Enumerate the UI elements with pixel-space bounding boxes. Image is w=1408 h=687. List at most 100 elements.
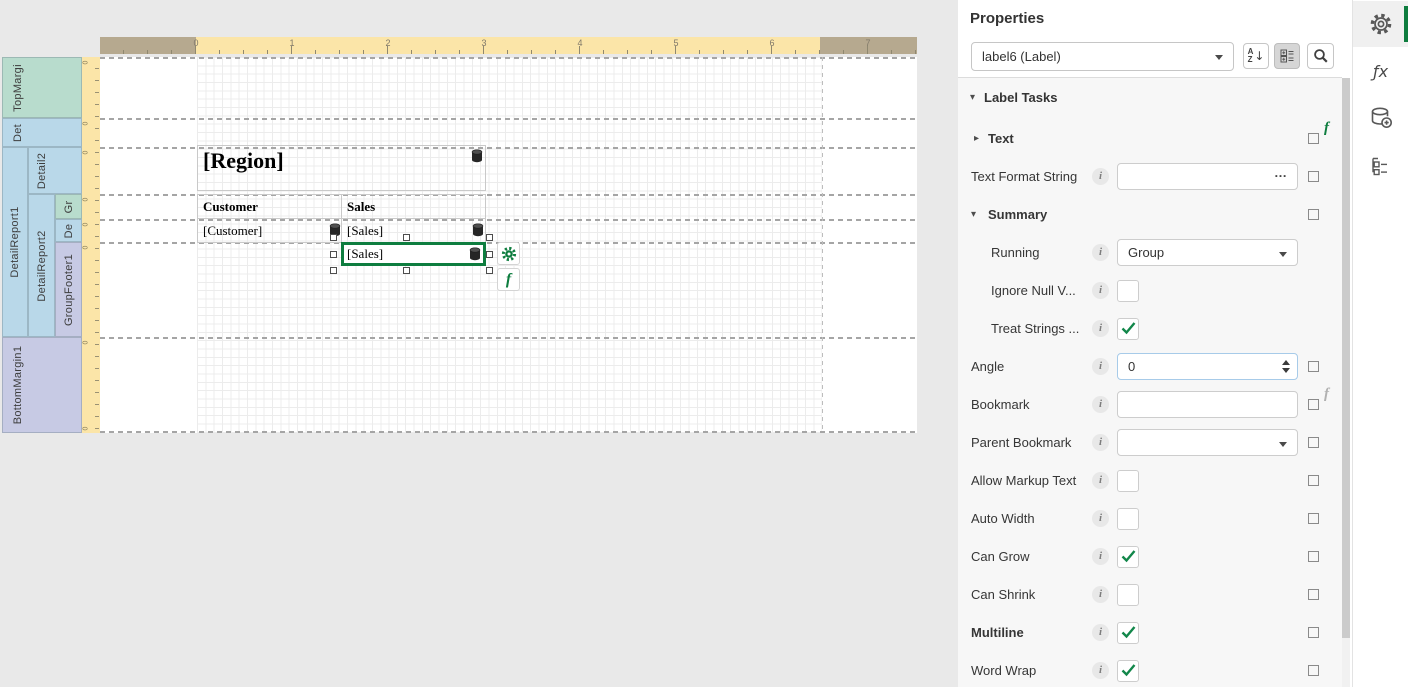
word-wrap-checkbox[interactable] bbox=[1117, 660, 1139, 682]
property-checkbox[interactable] bbox=[1308, 209, 1319, 220]
selection-handle-n[interactable] bbox=[403, 234, 410, 241]
property-checkbox[interactable] bbox=[1308, 475, 1319, 486]
tab-expressions[interactable]: ƒx bbox=[1353, 48, 1408, 94]
property-row-text: ▸ Text f bbox=[958, 120, 1342, 158]
property-checkbox[interactable] bbox=[1308, 399, 1319, 410]
horizontal-ruler[interactable]: 0 1 2 3 4 5 6 7 bbox=[100, 37, 917, 54]
allow-markup-checkbox[interactable] bbox=[1117, 470, 1139, 492]
property-checkbox[interactable] bbox=[1308, 551, 1319, 562]
ellipsis-button[interactable]: … bbox=[1274, 165, 1288, 180]
info-icon[interactable]: i bbox=[1092, 434, 1109, 451]
multiline-checkbox[interactable] bbox=[1117, 622, 1139, 644]
info-icon[interactable]: i bbox=[1092, 320, 1109, 337]
property-label: Allow Markup Text bbox=[971, 473, 1077, 488]
info-icon[interactable]: i bbox=[1092, 282, 1109, 299]
selection-handle-se[interactable] bbox=[486, 267, 493, 274]
tab-properties[interactable] bbox=[1353, 1, 1408, 47]
bound-field-icon[interactable] bbox=[472, 223, 484, 237]
group-properties-button[interactable] bbox=[1274, 43, 1300, 69]
bound-field-icon[interactable] bbox=[469, 247, 481, 261]
band-separator[interactable] bbox=[100, 219, 917, 221]
property-checkbox[interactable] bbox=[1308, 133, 1319, 144]
band-strip-groupheader[interactable]: Gr bbox=[55, 194, 82, 219]
info-icon[interactable]: i bbox=[1092, 586, 1109, 603]
property-checkbox[interactable] bbox=[1308, 437, 1319, 448]
chevron-collapsed-icon[interactable]: ▸ bbox=[974, 133, 980, 144]
band-strip-detailreport2[interactable]: DetailReport2 bbox=[28, 194, 55, 337]
band-separator[interactable] bbox=[100, 431, 917, 433]
tab-field-list[interactable] bbox=[1353, 95, 1408, 141]
selection-handle-s[interactable] bbox=[403, 267, 410, 274]
info-icon[interactable]: i bbox=[1092, 548, 1109, 565]
property-row-word-wrap: Word Wrap i bbox=[958, 652, 1342, 687]
selection-handle-nw[interactable] bbox=[330, 234, 337, 241]
label-customer[interactable]: [Customer] bbox=[197, 218, 342, 243]
label-region[interactable]: [Region] bbox=[197, 145, 486, 191]
selection-handle-w[interactable] bbox=[330, 251, 337, 258]
design-surface: 0 1 2 3 4 5 6 7 0 0 0 0 0 0 0 0 bbox=[2, 37, 917, 433]
chevron-expanded-icon[interactable]: ▾ bbox=[971, 209, 977, 220]
ignore-null-checkbox[interactable] bbox=[1117, 280, 1139, 302]
info-icon[interactable]: i bbox=[1092, 244, 1109, 261]
text-format-string-input[interactable]: … bbox=[1117, 163, 1298, 190]
info-icon[interactable]: i bbox=[1092, 358, 1109, 375]
property-checkbox[interactable] bbox=[1308, 627, 1319, 638]
label-sales-summary-selected[interactable]: [Sales] bbox=[341, 242, 486, 266]
band-separator[interactable] bbox=[100, 147, 917, 149]
band-separator[interactable] bbox=[100, 194, 917, 196]
band-strip-detail-inner[interactable]: De bbox=[55, 219, 82, 242]
bookmark-input[interactable] bbox=[1117, 391, 1298, 418]
bound-field-icon[interactable] bbox=[471, 149, 483, 163]
scrollbar[interactable] bbox=[1342, 78, 1350, 687]
selection-handle-e[interactable] bbox=[486, 251, 493, 258]
report-page[interactable]: [Region] Customer Sales [Customer] bbox=[100, 57, 917, 433]
property-label: Text Format String bbox=[971, 169, 1078, 184]
property-checkbox[interactable] bbox=[1308, 361, 1319, 372]
band-separator[interactable] bbox=[100, 118, 917, 120]
table-header-customer[interactable]: Customer bbox=[197, 194, 342, 219]
treat-strings-checkbox[interactable] bbox=[1117, 318, 1139, 340]
band-separator[interactable] bbox=[100, 57, 917, 59]
band-strip-groupfooter1[interactable]: GroupFooter1 bbox=[55, 242, 82, 337]
auto-width-checkbox[interactable] bbox=[1117, 508, 1139, 530]
info-icon[interactable]: i bbox=[1092, 662, 1109, 679]
search-properties-button[interactable] bbox=[1307, 43, 1334, 69]
band-strip-bottommargin1[interactable]: BottomMargin1 bbox=[2, 337, 82, 433]
vertical-ruler[interactable]: 0 0 0 0 0 0 0 0 bbox=[82, 57, 100, 433]
info-icon[interactable]: i bbox=[1092, 168, 1109, 185]
band-strip-detail[interactable]: Det bbox=[2, 118, 82, 147]
band-strip-detail2[interactable]: Detail2 bbox=[28, 147, 82, 194]
tab-report-explorer[interactable] bbox=[1353, 143, 1408, 189]
band-separator[interactable] bbox=[100, 337, 917, 339]
property-checkbox[interactable] bbox=[1308, 665, 1319, 676]
right-margin-line[interactable] bbox=[822, 57, 823, 433]
selection-handle-sw[interactable] bbox=[330, 267, 337, 274]
can-grow-checkbox[interactable] bbox=[1117, 546, 1139, 568]
control-selector-dropdown[interactable]: label6 (Label) bbox=[971, 42, 1234, 71]
expression-set-icon[interactable]: f bbox=[1324, 120, 1329, 136]
property-checkbox[interactable] bbox=[1308, 513, 1319, 524]
bound-field-icon[interactable] bbox=[329, 223, 341, 237]
info-icon[interactable]: i bbox=[1092, 472, 1109, 489]
band-strip-detailreport1[interactable]: DetailReport1 bbox=[2, 147, 28, 337]
table-header-sales[interactable]: Sales bbox=[341, 194, 486, 219]
smart-tag-button[interactable] bbox=[497, 242, 520, 265]
angle-spinner[interactable]: 0 bbox=[1117, 353, 1298, 380]
can-shrink-checkbox[interactable] bbox=[1117, 584, 1139, 606]
info-icon[interactable]: i bbox=[1092, 624, 1109, 641]
property-checkbox[interactable] bbox=[1308, 171, 1319, 182]
scrollbar-thumb[interactable] bbox=[1342, 78, 1350, 638]
spin-down-icon[interactable] bbox=[1282, 368, 1290, 373]
expression-icon[interactable]: f bbox=[1324, 386, 1329, 402]
running-select[interactable]: Group bbox=[1117, 239, 1298, 266]
info-icon[interactable]: i bbox=[1092, 396, 1109, 413]
selection-handle-ne[interactable] bbox=[486, 234, 493, 241]
info-icon[interactable]: i bbox=[1092, 510, 1109, 527]
label-sales[interactable]: [Sales] bbox=[341, 218, 486, 243]
band-strip-topmargin[interactable]: TopMargi bbox=[2, 57, 82, 118]
spin-up-icon[interactable] bbox=[1282, 360, 1290, 365]
expression-button[interactable]: f bbox=[497, 268, 520, 291]
parent-bookmark-select[interactable] bbox=[1117, 429, 1298, 456]
property-checkbox[interactable] bbox=[1308, 589, 1319, 600]
